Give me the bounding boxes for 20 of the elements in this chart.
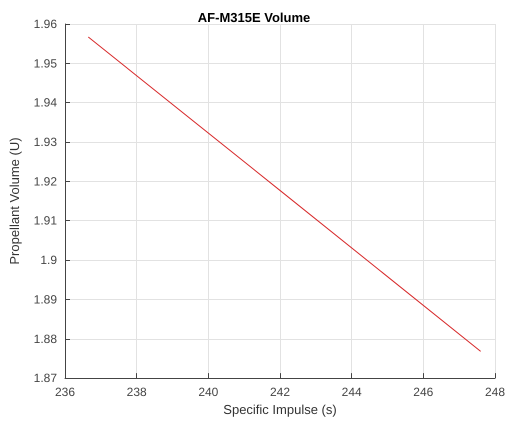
x-axis-title: Specific Impulse (s): [223, 402, 337, 417]
x-tick-label: 240: [198, 385, 219, 400]
y-axis-title: Propellant Volume (U): [7, 137, 22, 265]
x-tick-label: 242: [270, 385, 290, 400]
x-tick-label: 236: [54, 385, 76, 400]
y-tick-label: 1.95: [34, 56, 58, 70]
y-tick-label: 1.88: [34, 332, 58, 346]
y-tick-label: 1.92: [34, 174, 58, 188]
y-tick-label: 1.89: [34, 292, 58, 306]
y-tick-label: 1.9: [40, 253, 58, 268]
y-tick-label: 1.96: [34, 17, 58, 31]
x-tick-label: 238: [126, 385, 147, 400]
x-tick-label: 248: [484, 385, 506, 400]
y-tick-label: 1.87: [34, 371, 58, 386]
y-tick-label: 1.91: [34, 214, 58, 228]
y-tick-label: 1.93: [34, 135, 58, 150]
chart-title: AF-M315E Volume: [198, 10, 310, 25]
x-tick-label: 246: [413, 385, 434, 400]
y-tick-label: 1.94: [34, 96, 58, 110]
x-tick-label: 244: [342, 385, 362, 400]
